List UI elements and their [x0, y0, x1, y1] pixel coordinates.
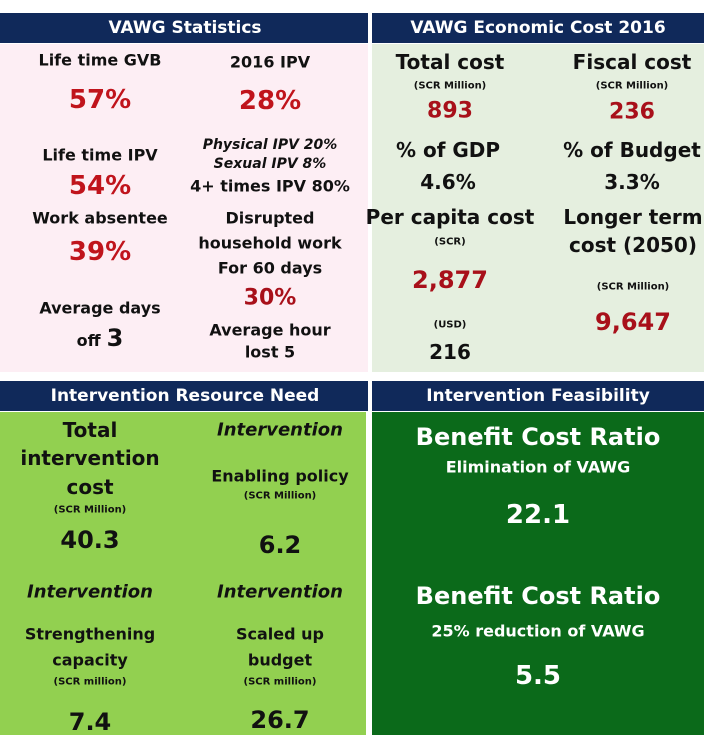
value: 3.3% — [604, 170, 660, 194]
value: 30% — [243, 285, 297, 311]
value: 893 — [427, 98, 473, 124]
ipv-breakdown: Sexual IPV 8% — [213, 156, 327, 172]
label: For 60 days — [217, 258, 323, 278]
label: Disrupted — [225, 208, 315, 228]
value: 22.1 — [505, 500, 571, 530]
value: 28% — [238, 86, 302, 116]
value: 4.6% — [420, 170, 476, 194]
unit: (SCR Million) — [53, 504, 127, 516]
panel — [372, 44, 704, 372]
header-bar — [372, 13, 704, 43]
unit: (SCR Million) — [243, 490, 317, 502]
value: 9,647 — [595, 308, 671, 336]
value: 54% — [68, 171, 132, 201]
heading: Intervention — [27, 581, 153, 603]
unit: (SCR Million) — [413, 80, 487, 92]
header-bar — [372, 381, 704, 411]
heading: Benefit Cost Ratio — [415, 582, 661, 610]
note: Average hour — [209, 320, 331, 340]
title: VAWG Statistics — [108, 18, 262, 38]
unit: (SCR million) — [53, 676, 127, 688]
title: VAWG Economic Cost 2016 — [410, 18, 666, 38]
label: capacity — [52, 650, 128, 670]
label: % of GDP — [395, 138, 501, 162]
title: Intervention Feasibility — [426, 386, 650, 406]
title: Intervention Resource Need — [50, 386, 320, 406]
unit: (SCR Million) — [595, 80, 669, 92]
panel — [0, 412, 366, 735]
panel — [372, 412, 704, 735]
label: Average days — [39, 298, 161, 318]
value: 39% — [68, 237, 132, 267]
label: Per capita cost — [365, 205, 535, 229]
scenario: 25% reduction of VAWG — [431, 621, 645, 641]
label: household work — [198, 233, 342, 253]
value: 7.4 — [68, 708, 112, 735]
value: 26.7 — [250, 706, 310, 734]
label: cost — [66, 475, 114, 499]
unit: (SCR million) — [243, 676, 317, 688]
label: intervention — [20, 446, 160, 470]
unit2: (USD) — [433, 319, 467, 331]
value2: 216 — [429, 340, 471, 364]
label: 2016 IPV — [229, 52, 311, 72]
unit: (SCR Million) — [596, 281, 670, 293]
label: budget — [247, 650, 313, 670]
value: 5.5 — [514, 661, 562, 691]
label: off — [76, 331, 101, 350]
average-days-line: off 3 — [77, 324, 124, 352]
value: 6.2 — [258, 531, 302, 559]
unit: (SCR) — [434, 236, 466, 248]
label: % of Budget — [563, 138, 701, 162]
value: 2,877 — [412, 266, 488, 294]
label: Scaled up — [235, 624, 325, 644]
value: 236 — [609, 99, 655, 125]
label: Fiscal cost — [572, 50, 692, 74]
label: Life time GVB — [38, 50, 162, 70]
label: Total — [62, 418, 118, 442]
value: 3 — [106, 324, 124, 352]
value: 57% — [68, 85, 132, 115]
label: Strengthening — [24, 624, 156, 644]
heading: Intervention — [217, 581, 343, 603]
header-bar — [0, 381, 368, 411]
note: lost 5 — [244, 342, 296, 362]
panel — [0, 44, 368, 372]
ipv-breakdown: 4+ times IPV 80% — [190, 176, 350, 196]
label: Life time IPV — [42, 145, 158, 165]
value: 40.3 — [60, 526, 120, 554]
label: cost (2050) — [569, 233, 697, 257]
scenario: Elimination of VAWG — [445, 457, 631, 477]
header-bar — [0, 13, 368, 43]
ipv-breakdown: Physical IPV 20% — [202, 137, 338, 153]
label: Work absentee — [32, 208, 168, 228]
label: Enabling policy — [211, 466, 349, 486]
label: Longer term — [563, 205, 703, 229]
label: Total cost — [395, 50, 505, 74]
heading: Benefit Cost Ratio — [415, 423, 661, 451]
heading: Intervention — [217, 419, 343, 441]
